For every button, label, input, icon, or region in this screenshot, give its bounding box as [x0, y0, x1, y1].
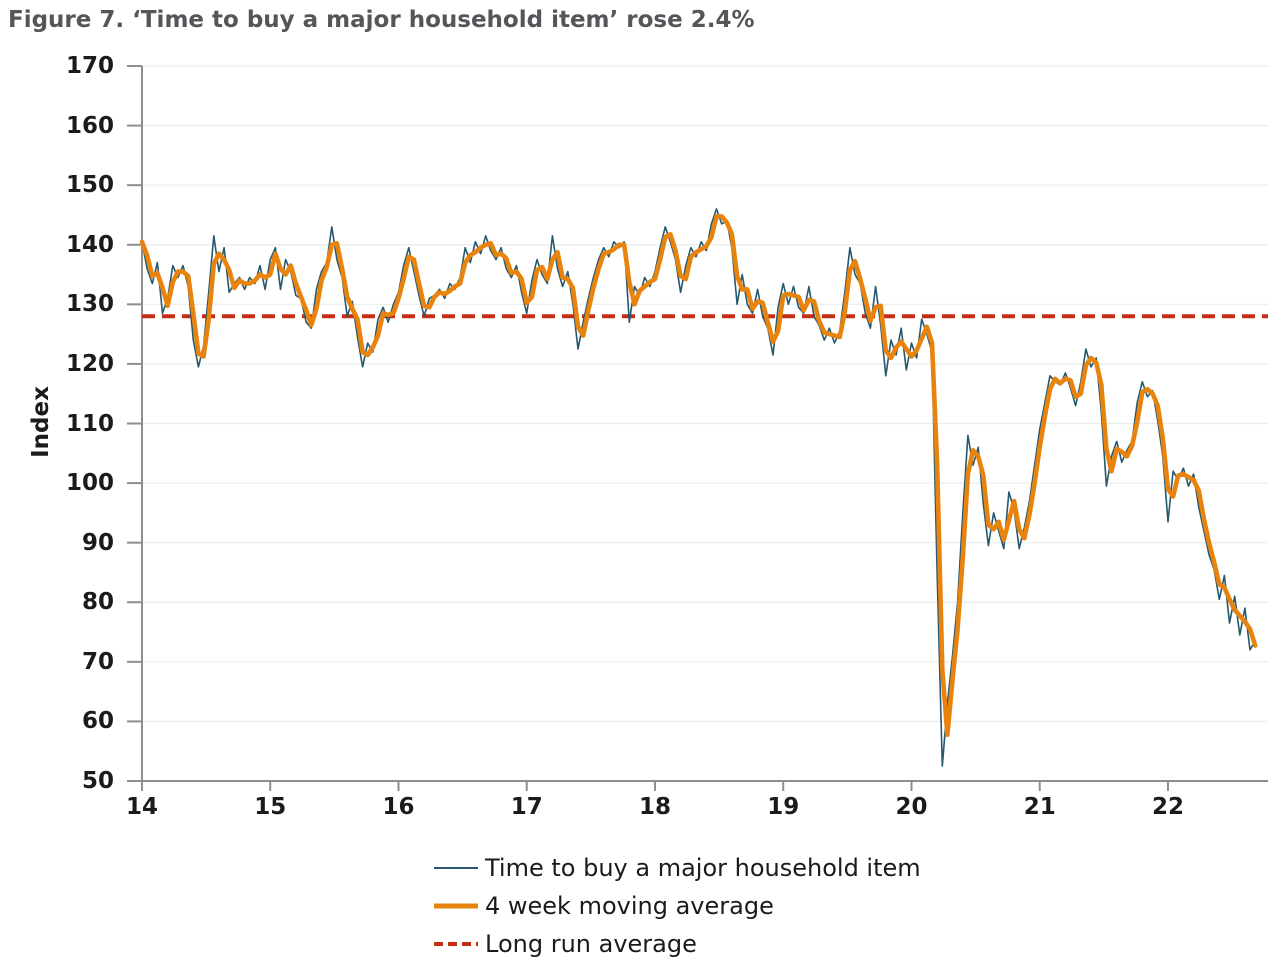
y-axis-tick-label: 140 — [65, 231, 114, 258]
weekly-line-swatch-icon — [434, 867, 478, 869]
y-axis-tick-label: 110 — [65, 410, 114, 437]
y-axis-tick-label: 160 — [65, 112, 114, 139]
y-axis-tick-label: 50 — [81, 768, 114, 794]
x-axis-tick-label: 17 — [510, 794, 543, 820]
moving-average-swatch-icon — [434, 903, 478, 909]
x-axis-tick-label: 21 — [1023, 794, 1056, 820]
weekly-series-line — [141, 208, 1256, 767]
y-axis-tick-label: 100 — [65, 470, 114, 497]
x-axis-tick-label: 15 — [254, 794, 287, 820]
y-axis-tick-label: 80 — [81, 589, 114, 616]
y-axis-title: Index — [28, 386, 54, 458]
legend-label-weekly: Time to buy a major household item — [485, 854, 921, 882]
legend-item-weekly: Time to buy a major household item — [433, 849, 921, 887]
y-axis-tick-label: 120 — [65, 350, 114, 377]
y-axis-tick-label: 90 — [81, 529, 114, 556]
x-axis-tick-label: 19 — [767, 794, 800, 820]
x-axis-tick-label: 14 — [125, 794, 158, 820]
legend-label-long-run-average: Long run average — [485, 930, 697, 958]
y-axis-tick-label: 150 — [65, 172, 114, 199]
y-axis-tick-label: 130 — [65, 291, 114, 318]
y-axis-tick-label: 60 — [81, 708, 114, 735]
y-axis-tick-label: 170 — [65, 53, 114, 79]
long-run-average-swatch-icon — [434, 942, 478, 946]
moving-average-line — [139, 214, 1258, 738]
legend: Time to buy a major household item 4 wee… — [433, 849, 921, 963]
y-axis-tick-label: 70 — [81, 648, 114, 675]
legend-item-long-run-average: Long run average — [433, 925, 921, 963]
legend-label-moving-average: 4 week moving average — [485, 892, 774, 920]
x-axis-tick-label: 20 — [895, 794, 928, 820]
figure-title: Figure 7. ‘Time to buy a major household… — [8, 7, 755, 33]
x-axis-tick-label: 16 — [382, 794, 415, 820]
x-axis-tick-label: 18 — [638, 794, 671, 820]
legend-item-moving-average: 4 week moving average — [433, 887, 921, 925]
x-axis-tick-label: 22 — [1151, 794, 1184, 820]
